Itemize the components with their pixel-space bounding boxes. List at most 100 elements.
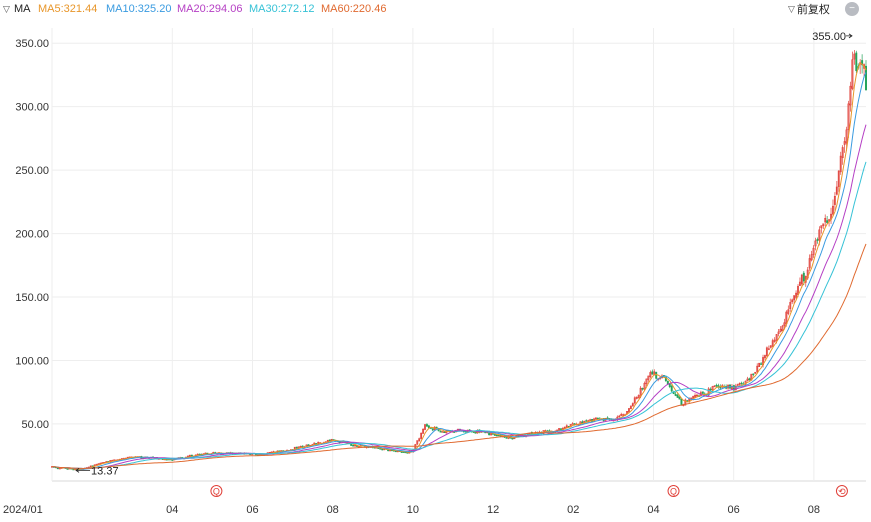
candle-body: [746, 378, 749, 381]
high-price-arrow: [845, 33, 853, 39]
candle-body: [787, 309, 790, 314]
ma-line-ma5: [51, 62, 867, 470]
x-axis-labels: 2024/01 04 06 08 10 12 02 04 06 08: [3, 504, 820, 516]
candle-body: [633, 397, 636, 404]
candle-body: [855, 52, 858, 71]
candle-body: [800, 274, 803, 285]
candle-body: [707, 388, 710, 396]
chevron-down-icon: ▽: [788, 3, 795, 14]
candle-body: [740, 382, 743, 385]
candle-body: [441, 431, 444, 433]
candle-body: [758, 362, 761, 367]
candle-body: [781, 325, 784, 332]
candle-body: [771, 340, 774, 347]
candle-body: [620, 414, 623, 416]
event-marker-circle: [835, 485, 848, 497]
low-price-arrow: [75, 468, 91, 473]
event-marker-label: ⟲: [838, 487, 846, 497]
candle-body: [769, 345, 772, 348]
ma30-value: MA30:272.12: [249, 3, 315, 15]
candle-body: [647, 375, 650, 380]
candle-body: [678, 396, 681, 400]
x-tick-label: 04: [166, 504, 178, 516]
y-tick-label: 150.00: [15, 292, 49, 304]
candle-body: [752, 373, 755, 375]
candle-body: [806, 269, 809, 279]
candle-body: [814, 240, 817, 247]
event-marker-circle: [210, 485, 223, 497]
ma-line-ma10: [51, 72, 867, 470]
candle-body: [453, 431, 456, 433]
candle-body: [696, 394, 698, 397]
annotations: 355.00 13.37: [75, 31, 853, 477]
candle-body: [422, 428, 425, 434]
candle-body: [841, 147, 844, 159]
x-tick-label: 2024/01: [3, 504, 43, 516]
y-tick-label: 350.00: [15, 38, 49, 50]
candle-body: [95, 463, 98, 466]
candle-body: [754, 371, 757, 374]
x-tick-label: 12: [487, 504, 499, 516]
candle-body: [670, 385, 673, 392]
ma-line-ma30: [51, 161, 867, 470]
candle-body: [416, 440, 419, 445]
x-tick-label: 02: [567, 504, 579, 516]
candle-body: [585, 420, 588, 422]
candle-body: [420, 432, 423, 439]
candle-body: [791, 299, 794, 303]
event-marker-label: Q: [213, 487, 220, 497]
candle-body: [775, 334, 778, 341]
candle-body: [680, 398, 683, 406]
candle-body: [760, 363, 763, 365]
candle-body: [571, 423, 574, 425]
candle-body: [802, 272, 805, 282]
candle-body: [822, 223, 825, 227]
candle-body: [381, 448, 384, 451]
candle-body: [505, 437, 508, 439]
candle-body: [783, 322, 786, 327]
indicator-label[interactable]: MA: [14, 3, 31, 15]
candle-body: [558, 428, 561, 431]
candle-body: [701, 391, 704, 394]
high-price-label: 355.00: [812, 31, 846, 43]
y-tick-label: 200.00: [15, 229, 49, 241]
candle-body: [694, 395, 697, 398]
candle-body: [851, 59, 854, 89]
candle-body: [622, 414, 625, 416]
candle-body: [99, 462, 102, 465]
candle-body: [777, 331, 780, 334]
candle-body: [779, 328, 782, 333]
candle-body: [767, 348, 770, 350]
candle-body: [295, 446, 298, 449]
candle-body: [649, 372, 652, 378]
candle-body: [641, 388, 644, 390]
y-tick-label: 50.00: [21, 419, 49, 431]
y-axis-labels: 50.00 100.00 150.00 200.00 250.00 300.00 350.0…: [15, 38, 49, 431]
chevron-down-icon[interactable]: ▽: [3, 4, 10, 14]
candle-body: [820, 225, 823, 229]
price-adjust-label: 前复权: [796, 4, 830, 16]
candle-body: [629, 406, 632, 409]
ma5-value: MA5:321.44: [38, 3, 98, 15]
price-adjust-dropdown[interactable]: ▽ 前复权: [788, 1, 830, 17]
candle-body: [816, 239, 819, 241]
candle-body: [676, 394, 679, 398]
candles: [51, 50, 867, 471]
candle-body: [307, 444, 310, 446]
candle-body: [425, 424, 428, 427]
candle-body: [443, 431, 446, 433]
candle-body: [837, 170, 840, 187]
minus-circle-icon[interactable]: −: [845, 2, 859, 16]
candle-body: [835, 186, 838, 195]
candle-body: [839, 155, 842, 173]
candle-body: [748, 378, 751, 381]
candle-body: [594, 417, 597, 420]
candle-body: [474, 431, 477, 434]
candle-body: [299, 446, 302, 448]
candle-body: [684, 399, 687, 406]
candle-body: [618, 415, 621, 418]
candle-body: [635, 397, 638, 399]
candle-body: [579, 421, 582, 425]
x-tick-label: 06: [246, 504, 258, 516]
